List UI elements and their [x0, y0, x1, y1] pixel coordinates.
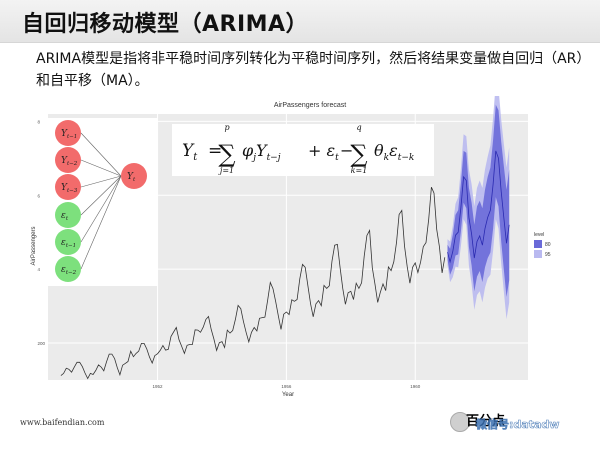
formula-ma-term: θkεt−k — [374, 141, 414, 163]
output-node — [121, 163, 147, 189]
node-edge — [80, 175, 122, 188]
chart-title: AirPassengers forecast — [274, 102, 346, 109]
watermark-brand: 百分点 — [466, 414, 506, 429]
input-node-1 — [55, 120, 81, 146]
wechat-icon — [450, 412, 470, 432]
input-node-5-label: εt−1 — [61, 238, 76, 249]
legend-swatch-95 — [534, 250, 542, 258]
formula-sum1-upper: p — [224, 123, 229, 132]
x-axis-label: Year — [282, 392, 294, 398]
input-node-1-label: Yt−1 — [61, 129, 77, 140]
x-tick-labels: 1952 1956 1960 — [153, 384, 421, 389]
arima-forecast-chart: AirPassengers forecast 200400600800 1952… — [22, 96, 567, 402]
slide-description: ARIMA模型是指将非平稳时间序列转化为平稳时间序列，然后将结果变量做自回归（A… — [36, 51, 584, 89]
input-node-6-label: εt−2 — [61, 265, 77, 276]
formula-equals: = — [208, 141, 222, 161]
formula-sum1-sign: ∑ — [218, 140, 235, 168]
title-bar: 自回归移动模型（ARIMA） — [0, 0, 600, 43]
formula-ar-term: φjYt−j — [242, 141, 281, 163]
input-node-3-label: Yt−3 — [61, 183, 78, 194]
forecast-bands — [447, 96, 510, 319]
input-node-6 — [55, 256, 81, 282]
arima-node-diagram: Yt−1 Yt−2 Yt−3 εt εt−1 εt−2 Yt — [40, 118, 158, 286]
arima-formula: Yt = p ∑ j=1 φjYt−j + εt − q ∑ k=1 θkεt−… — [172, 123, 434, 176]
formula-sum1-lower: j=1 — [218, 166, 234, 175]
y-tick-label: 200 — [37, 341, 45, 346]
node-edge — [80, 175, 122, 216]
input-node-4 — [55, 202, 81, 228]
formula-sum2-upper: q — [356, 123, 361, 132]
input-node-2-label: Yt−2 — [61, 156, 78, 167]
x-tick-label: 1956 — [281, 384, 292, 389]
node-edge — [80, 175, 122, 270]
series-line-airpassengers — [60, 187, 446, 380]
node-diagram-background — [40, 118, 158, 286]
series-lines — [60, 187, 446, 380]
footer-url: www.baifendian.com — [20, 418, 105, 427]
formula-minus: − — [340, 141, 353, 160]
node-circles: Yt−1 Yt−2 Yt−3 εt εt−1 εt−2 Yt — [55, 120, 147, 282]
slide-title: 自回归移动模型（ARIMA） — [22, 12, 309, 37]
formula-lhs: Yt — [182, 141, 198, 163]
node-edges — [80, 132, 122, 270]
legend: level 80 95 — [534, 232, 551, 258]
formula-background — [172, 124, 434, 176]
y-axis-label: AirPassengers — [31, 226, 37, 265]
output-node-label: Yt — [127, 172, 136, 183]
formula-error-term: + εt — [308, 141, 339, 163]
forecast-mean-line — [447, 150, 510, 264]
wechat-watermark: 百分点 微信号:datadw — [440, 408, 590, 436]
x-tick-label: 1952 — [153, 384, 164, 389]
input-node-2 — [55, 147, 81, 173]
x-tick-label: 1960 — [410, 384, 421, 389]
formula-sum2-lower: k=1 — [351, 166, 368, 175]
legend-title: level — [534, 232, 544, 238]
input-node-3 — [55, 174, 81, 200]
legend-label-80: 80 — [545, 242, 551, 248]
node-edge — [80, 159, 122, 177]
input-node-4-label: εt — [61, 211, 69, 222]
watermark-text: 微信号:datadw — [476, 418, 560, 432]
legend-swatch-80 — [534, 240, 542, 248]
forecast-band-80 — [447, 104, 510, 297]
formula-sum2-sign: ∑ — [350, 140, 367, 168]
legend-label-95: 95 — [545, 252, 551, 258]
input-node-5 — [55, 229, 81, 255]
node-edge — [80, 132, 122, 177]
node-edge — [80, 175, 122, 243]
